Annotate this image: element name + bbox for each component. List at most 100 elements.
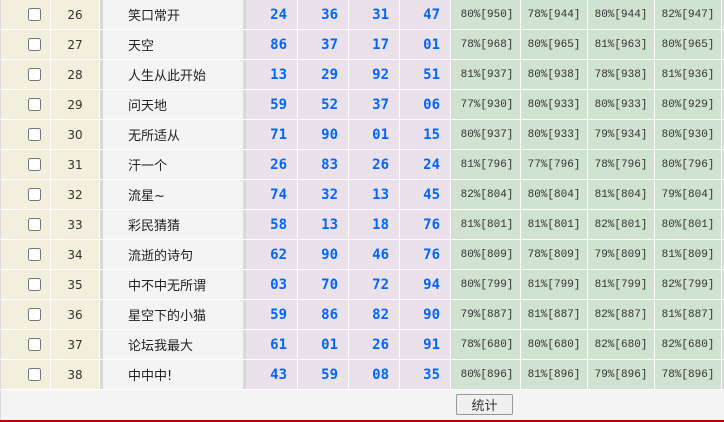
row-checkbox[interactable] (28, 308, 41, 321)
row-checkbox-cell (1, 330, 51, 359)
percent-stat: 79%[804] (655, 180, 722, 209)
pick-number: 36 (298, 0, 349, 29)
user-name: 汗一个 (103, 150, 243, 179)
row-checkbox[interactable] (28, 368, 41, 381)
percent-stat: 80%[933] (521, 120, 588, 149)
row-checkbox[interactable] (28, 68, 41, 81)
percent-stat: 78%[796] (588, 150, 655, 179)
row-id: 34 (51, 240, 100, 269)
column-divider (451, 300, 454, 329)
percent-stat: 80%[680] (521, 330, 588, 359)
pick-number: 51 (400, 60, 451, 89)
percent-stat: 79%[896] (588, 360, 655, 389)
row-id: 36 (51, 300, 100, 329)
table-row: 33 彩民猜猜 58 13 18 76 81%[801] 81%[801] 82%[801] 80… (0, 210, 724, 240)
column-divider (243, 270, 246, 299)
pick-number: 18 (349, 210, 400, 239)
percent-stat: 78%[968] (454, 30, 521, 59)
percent-stat: 80%[950] (454, 0, 521, 29)
percent-stat: 80%[799] (454, 270, 521, 299)
row-checkbox-cell (1, 240, 51, 269)
pick-number: 61 (246, 330, 298, 359)
user-name: 流逝的诗句 (103, 240, 243, 269)
row-checkbox[interactable] (28, 248, 41, 261)
percent-stat: 80%[896] (454, 360, 521, 389)
column-divider (243, 60, 246, 89)
column-divider (100, 150, 103, 179)
pick-number: 62 (246, 240, 298, 269)
pick-number: 86 (246, 30, 298, 59)
row-checkbox[interactable] (28, 278, 41, 291)
row-checkbox[interactable] (28, 38, 41, 51)
column-divider (100, 0, 103, 29)
column-divider (100, 60, 103, 89)
column-divider (243, 120, 246, 149)
column-divider (243, 30, 246, 59)
pick-number: 37 (349, 90, 400, 119)
percent-stat: 80%[944] (588, 0, 655, 29)
column-divider (243, 150, 246, 179)
row-id: 30 (51, 120, 100, 149)
stats-button[interactable]: 统计 (456, 394, 513, 415)
percent-stat: 81%[936] (655, 60, 722, 89)
pick-number: 01 (298, 330, 349, 359)
percent-stat: 81%[799] (521, 270, 588, 299)
row-checkbox-cell (1, 90, 51, 119)
pick-number: 03 (246, 270, 298, 299)
row-checkbox[interactable] (28, 218, 41, 231)
pick-number: 91 (400, 330, 451, 359)
pick-number: 32 (298, 180, 349, 209)
row-id: 27 (51, 30, 100, 59)
row-checkbox[interactable] (28, 158, 41, 171)
percent-stat: 81%[896] (521, 360, 588, 389)
percent-stat: 80%[809] (454, 240, 521, 269)
results-table: 26 笑口常开 24 36 31 47 80%[950] 78%[944] 80%[944] 82… (0, 0, 724, 390)
percent-stat: 80%[801] (655, 210, 722, 239)
row-id: 37 (51, 330, 100, 359)
pick-number: 15 (400, 120, 451, 149)
column-divider (100, 120, 103, 149)
row-checkbox-cell (1, 30, 51, 59)
percent-stat: 79%[934] (588, 120, 655, 149)
percent-stat: 80%[937] (454, 120, 521, 149)
percent-stat: 82%[887] (588, 300, 655, 329)
row-id: 38 (51, 360, 100, 389)
pick-number: 24 (246, 0, 298, 29)
pick-number: 59 (246, 300, 298, 329)
percent-stat: 79%[809] (588, 240, 655, 269)
pick-number: 72 (349, 270, 400, 299)
column-divider (451, 210, 454, 239)
column-divider (243, 210, 246, 239)
user-name: 笑口常开 (103, 0, 243, 29)
column-divider (100, 300, 103, 329)
pick-number: 24 (400, 150, 451, 179)
pick-number: 29 (298, 60, 349, 89)
pick-number: 86 (298, 300, 349, 329)
percent-stat: 81%[796] (454, 150, 521, 179)
pick-number: 94 (400, 270, 451, 299)
user-name: 中不中无所谓 (103, 270, 243, 299)
row-id: 28 (51, 60, 100, 89)
percent-stat: 78%[938] (588, 60, 655, 89)
row-checkbox[interactable] (28, 338, 41, 351)
row-checkbox[interactable] (28, 128, 41, 141)
column-divider (100, 180, 103, 209)
user-name: 彩民猜猜 (103, 210, 243, 239)
percent-stat: 81%[799] (588, 270, 655, 299)
pick-number: 59 (298, 360, 349, 389)
row-checkbox-cell (1, 210, 51, 239)
table-row: 29 问天地 59 52 37 06 77%[930] 80%[933] 80%[933] 80%… (0, 90, 724, 120)
user-name: 流星~ (103, 180, 243, 209)
row-checkbox-cell (1, 0, 51, 29)
pick-number: 26 (349, 150, 400, 179)
column-divider (451, 270, 454, 299)
column-divider (100, 360, 103, 389)
row-checkbox[interactable] (28, 98, 41, 111)
row-checkbox[interactable] (28, 8, 41, 21)
pick-number: 45 (400, 180, 451, 209)
percent-stat: 79%[887] (454, 300, 521, 329)
row-checkbox[interactable] (28, 188, 41, 201)
pick-number: 47 (400, 0, 451, 29)
column-divider (100, 210, 103, 239)
user-name: 中中中! (103, 360, 243, 389)
